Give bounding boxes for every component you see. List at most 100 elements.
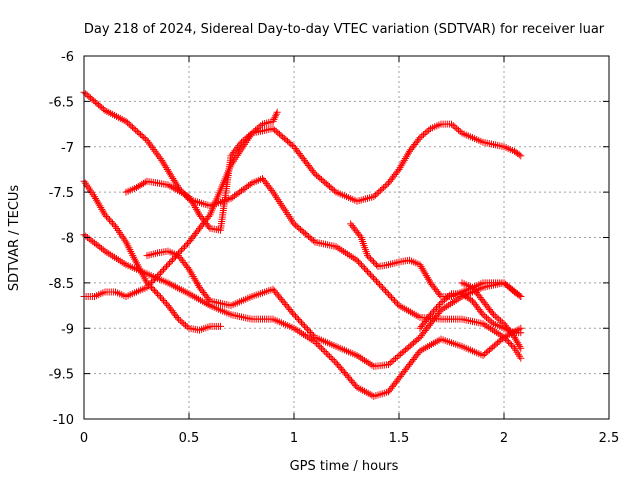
data-point-marker	[368, 256, 376, 264]
data-point-marker	[125, 120, 133, 128]
data-point-marker	[182, 321, 189, 329]
data-point-marker	[183, 323, 191, 331]
data-point-marker	[380, 184, 388, 192]
data-point-marker	[238, 138, 245, 146]
data-point-marker	[309, 237, 317, 245]
data-point-marker	[149, 285, 157, 293]
x-tick-label: 2.5	[599, 431, 620, 446]
data-point-marker	[184, 264, 192, 272]
data-point-marker	[391, 297, 398, 305]
data-point-marker	[152, 274, 160, 282]
data-point-marker	[420, 268, 428, 276]
data-point-marker	[162, 164, 170, 172]
data-point-marker	[147, 142, 155, 150]
series-s3	[80, 231, 525, 400]
data-point-marker	[91, 193, 98, 201]
data-point-marker	[514, 339, 522, 347]
data-point-marker	[404, 149, 412, 157]
data-point-marker	[506, 340, 514, 348]
data-point-marker	[483, 314, 490, 322]
data-point-marker	[191, 276, 199, 284]
y-tick-label: -9	[61, 322, 74, 337]
data-point-marker	[100, 209, 108, 217]
data-point-marker	[517, 292, 525, 300]
data-point-marker	[367, 271, 374, 279]
data-point-marker	[160, 297, 167, 305]
data-point-marker	[154, 272, 161, 280]
data-point-marker	[330, 187, 338, 195]
data-point-marker	[295, 315, 302, 323]
data-point-marker	[418, 132, 426, 140]
data-point-marker	[138, 132, 146, 140]
data-point-marker	[436, 301, 443, 309]
data-point-marker	[515, 341, 523, 349]
data-point-marker	[356, 232, 364, 240]
data-point-marker	[434, 302, 442, 310]
data-point-marker	[321, 347, 329, 355]
data-point-marker	[310, 332, 317, 340]
data-point-marker	[378, 185, 386, 193]
data-point-marker	[427, 311, 434, 319]
data-point-marker	[96, 202, 104, 210]
data-point-marker	[156, 155, 164, 163]
data-point-marker	[455, 126, 462, 134]
data-point-marker	[316, 343, 324, 351]
data-point-marker	[194, 282, 202, 290]
x-tick-label: 2	[500, 431, 508, 446]
data-point-marker	[386, 359, 394, 367]
data-point-marker	[513, 337, 521, 345]
data-point-marker	[497, 317, 504, 325]
data-point-marker	[508, 341, 515, 349]
data-point-marker	[379, 284, 386, 292]
data-point-marker	[189, 273, 197, 281]
data-point-marker	[159, 158, 167, 166]
data-point-marker	[166, 169, 174, 177]
data-point-marker	[205, 213, 213, 221]
data-point-marker	[319, 346, 327, 354]
data-point-marker	[190, 274, 198, 282]
data-point-marker	[370, 258, 377, 266]
axis-ticks: 0 0.5 1 1.5 2 2.5 -10 -9.5 -9 -8.5 -8 -7.5 -7 -6.5 -6	[49, 50, 620, 446]
data-point-marker	[371, 191, 379, 199]
chart-title: Day 218 of 2024, Sidereal Day-to-day VTE…	[84, 22, 605, 37]
data-point-marker	[245, 132, 252, 140]
data-point-marker	[179, 245, 187, 253]
data-point-marker	[145, 282, 152, 290]
data-point-marker	[180, 320, 188, 328]
data-point-marker	[152, 288, 160, 296]
data-point-marker	[390, 356, 398, 364]
data-point-marker	[403, 151, 411, 159]
data-point-marker	[107, 218, 115, 226]
data-point-marker	[423, 128, 431, 136]
data-point-marker	[388, 293, 395, 301]
data-point-marker	[398, 160, 406, 168]
data-point-marker	[272, 112, 280, 120]
data-point-marker	[421, 129, 429, 137]
series-s6	[143, 247, 525, 370]
data-point-marker	[155, 270, 163, 278]
data-point-marker	[420, 131, 427, 139]
data-point-marker	[362, 266, 370, 274]
data-point-marker	[255, 123, 263, 131]
data-point-marker	[373, 261, 380, 269]
data-point-marker	[386, 292, 394, 300]
data-point-marker	[193, 207, 201, 215]
data-point-marker	[99, 207, 107, 215]
data-point-marker	[124, 119, 132, 127]
data-point-marker	[298, 319, 305, 327]
data-point-marker	[122, 117, 130, 125]
data-point-marker	[186, 194, 194, 202]
data-point-marker	[376, 280, 383, 288]
data-point-marker	[246, 180, 254, 188]
data-point-marker	[164, 167, 172, 175]
data-point-marker	[157, 293, 164, 301]
data-point-marker	[431, 306, 439, 314]
data-point-marker	[430, 307, 437, 315]
series-s9	[458, 279, 525, 352]
data-point-marker	[356, 259, 364, 267]
data-point-marker	[194, 209, 202, 217]
data-point-marker	[423, 273, 431, 281]
data-point-marker	[330, 357, 338, 365]
data-point-marker	[182, 241, 190, 249]
